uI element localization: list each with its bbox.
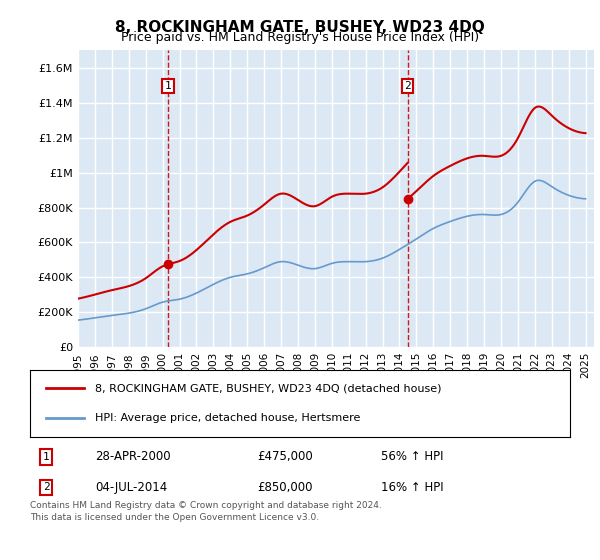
Text: 2: 2: [404, 81, 411, 91]
Text: £850,000: £850,000: [257, 481, 312, 494]
Text: 1: 1: [43, 452, 50, 462]
Text: HPI: Average price, detached house, Hertsmere: HPI: Average price, detached house, Hert…: [95, 413, 360, 423]
Text: Contains HM Land Registry data © Crown copyright and database right 2024.
This d: Contains HM Land Registry data © Crown c…: [30, 501, 382, 522]
Text: 1: 1: [164, 81, 172, 91]
Text: 04-JUL-2014: 04-JUL-2014: [95, 481, 167, 494]
Text: Price paid vs. HM Land Registry's House Price Index (HPI): Price paid vs. HM Land Registry's House …: [121, 31, 479, 44]
Text: 56% ↑ HPI: 56% ↑ HPI: [381, 450, 443, 464]
Text: 8, ROCKINGHAM GATE, BUSHEY, WD23 4DQ: 8, ROCKINGHAM GATE, BUSHEY, WD23 4DQ: [115, 20, 485, 35]
Text: 2: 2: [43, 482, 50, 492]
Text: 28-APR-2000: 28-APR-2000: [95, 450, 170, 464]
Text: £475,000: £475,000: [257, 450, 313, 464]
Text: 16% ↑ HPI: 16% ↑ HPI: [381, 481, 443, 494]
Text: 8, ROCKINGHAM GATE, BUSHEY, WD23 4DQ (detached house): 8, ROCKINGHAM GATE, BUSHEY, WD23 4DQ (de…: [95, 384, 442, 394]
